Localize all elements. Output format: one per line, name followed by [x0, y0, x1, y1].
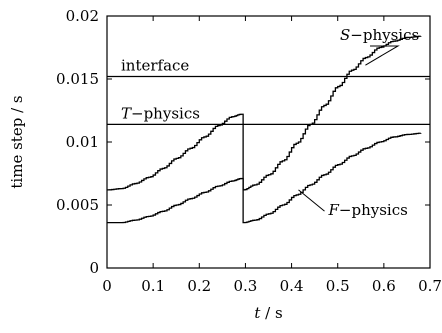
- series-F-line: [107, 132, 422, 224]
- x-axis-label-var: t: [254, 304, 261, 322]
- y-axis-label: time step / s: [8, 95, 26, 188]
- x-tick-label: 0.1: [141, 277, 165, 295]
- series-label-var: S: [340, 26, 350, 44]
- reference-line-label-1: interface: [121, 56, 189, 74]
- series-group: [107, 35, 422, 224]
- series-S-line: [107, 35, 422, 191]
- x-tick-label: 0.7: [418, 277, 442, 295]
- x-tick-label: 0: [102, 277, 112, 295]
- y-tick-label: 0.02: [66, 7, 99, 25]
- series-S-label: S−physics: [340, 26, 419, 44]
- reference-line-label-var: T: [121, 104, 132, 122]
- x-tick-label: 0.4: [280, 277, 304, 295]
- series-label-var: F: [327, 201, 339, 219]
- series-label-rest: −physics: [350, 26, 419, 44]
- y-tick-label: 0.005: [56, 196, 99, 214]
- y-tick-label: 0: [89, 259, 99, 277]
- series-S-leader: [365, 45, 400, 66]
- reference-line-label-rest: −physics: [131, 104, 200, 122]
- x-tick-label: 0.2: [187, 277, 211, 295]
- x-tick-label: 0.5: [326, 277, 350, 295]
- reference-lines: interface T−physics: [107, 56, 430, 125]
- y-tick-label: 0.015: [56, 70, 99, 88]
- axis-ticks: 0 0.1 0.2 0.3 0.4 0.5 0.6 0.7 0 0.005 0.01 0.015 0.0…: [56, 7, 442, 295]
- series-F-leader: [298, 189, 325, 212]
- x-tick-label: 0.3: [233, 277, 257, 295]
- series-F-label: F−physics: [327, 201, 407, 219]
- x-tick-label: 0.6: [372, 277, 396, 295]
- reference-line-label-2: T−physics: [121, 104, 200, 122]
- y-tick-label: 0.01: [66, 133, 99, 151]
- series-label-rest: −physics: [339, 201, 408, 219]
- x-axis-label-unit: / s: [260, 304, 282, 322]
- x-axis-label: t / s: [254, 304, 282, 322]
- plot-frame: [106, 15, 431, 269]
